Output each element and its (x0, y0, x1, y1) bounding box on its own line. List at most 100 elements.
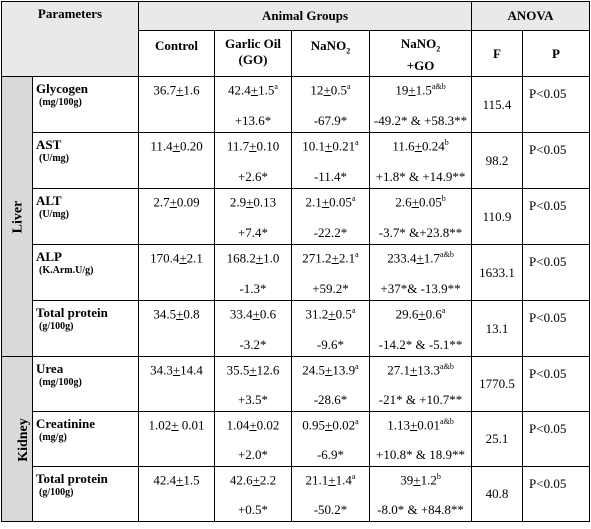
parameter-cell: AST (U/mg) (33, 133, 139, 189)
parameter-unit: (U/mg) (39, 153, 69, 164)
error-value: 1.2 (420, 472, 437, 488)
error-value: 2.2 (259, 472, 277, 488)
p-value: P<0.05 (523, 133, 591, 189)
percent-change: +2.6* (237, 169, 269, 184)
plus-minus: + (249, 417, 257, 433)
garlic-oil-cell: 42.4+1.5a +13.6* (215, 77, 292, 133)
parameter-cell: Total protein (g/100g) (33, 301, 139, 357)
significance-mark: a (347, 82, 351, 91)
mean-value: 1.04 (226, 417, 250, 433)
percent-change: -11.4* (313, 169, 348, 184)
parameter-unit: (g/100g) (39, 321, 74, 332)
error-value: 0.5 (330, 82, 348, 98)
parameter-cell: ALT (U/mg) (33, 189, 139, 245)
percent-change: -28.6* (313, 392, 348, 407)
plus-minus: + (328, 472, 336, 488)
plus-minus: + (416, 250, 424, 266)
parameter-name: AST (36, 137, 62, 152)
parameter-unit: (g/100g) (39, 487, 74, 498)
garlic-oil-cell: 1.04+0.02 +2.0* (215, 412, 292, 467)
mean-value: 12 (310, 82, 324, 98)
significance-mark: a (274, 82, 278, 91)
table-row: ALT (U/mg) 2.7+0.09 2.9+0.13 +7.4* 2.1+0.05a -… (1, 189, 591, 245)
f-value: 1770.5 (472, 357, 524, 412)
error-value: 0.6 (259, 306, 277, 322)
parameter-name: Creatinine (36, 416, 95, 431)
parameter-name: ALP (36, 249, 62, 264)
significance-mark: b (441, 194, 446, 203)
nano2-go-cell: 2.6+0.05b -3.7* &+23.8** (370, 189, 473, 245)
plus-minus: + (414, 138, 422, 154)
table-row: Kidney Urea (mg/100g) 34.3+14.4 35.5+12.6 +3.… (1, 357, 591, 522)
significance-mark: a (355, 138, 359, 147)
garlic-oil-cell: 35.5+12.6 +3.5* (215, 357, 292, 412)
mean-value: 168.2 (226, 250, 256, 266)
percent-change: -1.3* (239, 281, 267, 296)
error-value: 2.1 (186, 250, 203, 266)
error-value: 14.4 (180, 362, 203, 378)
percent-change: -6.9* (316, 447, 345, 462)
significance-mark: a (355, 417, 359, 426)
control-cell: 36.7+1.6 (139, 77, 215, 133)
garlic-oil-cell: 42.6+2.2 +0.5* (215, 467, 292, 522)
error-value: 0.21 (332, 138, 356, 154)
mean-value: 233.4 (387, 250, 417, 266)
control-cell: 42.4+1.5 (139, 467, 215, 522)
mean-value: 11.6 (392, 138, 415, 154)
p-value: P<0.05 (523, 357, 591, 412)
percent-change: -49.2* & +58.3** (373, 113, 468, 128)
error-value: 1.5 (415, 82, 432, 98)
table-row: Creatinine (mg/g) 1.02+ 0.01 1.04+0.02 +2.0*… (1, 412, 591, 467)
error-value: 0.24 (421, 138, 445, 154)
error-value: 13.9 (332, 362, 356, 378)
parameters-header: Parameters (1, 1, 139, 77)
error-value: 0.01 (417, 417, 441, 433)
percent-change: -9.6* (316, 337, 345, 352)
error-value: 0.13 (253, 194, 277, 210)
parameter-name: Total protein (36, 305, 108, 320)
f-value: 115.4 (472, 77, 524, 133)
nano2-go-cell: 233.4+1.7a&b +37*& -13.9** (370, 245, 473, 301)
significance-mark: b (444, 138, 449, 147)
garlic-oil-cell: 2.9+0.13 +7.4* (215, 189, 292, 245)
error-value: 1.7 (423, 250, 441, 266)
nano2-cell: 2.1+0.05a -22.2* (292, 189, 370, 245)
parameter-unit: (mg/100g) (39, 97, 82, 108)
nano2-cell: 0.95+0.02a -6.9* (292, 412, 370, 467)
error-value: 0.02 (256, 417, 280, 433)
mean-value: 24.5 (302, 362, 326, 378)
group-label: Liver (10, 200, 26, 234)
garlic-oil-header: Garlic Oil (GO) (215, 31, 292, 77)
error-value: 13.3 (417, 362, 441, 378)
plus-minus: + (409, 417, 418, 433)
error-value: 0.10 (256, 138, 280, 154)
control-cell: 1.02+ 0.01 (139, 412, 215, 467)
significance-mark: a&b (440, 362, 454, 371)
error-value: 0.02 (332, 417, 356, 433)
mean-value: 271.2 (302, 250, 332, 266)
nano2-go-cell: 11.6+0.24b +1.8* & +14.9** (370, 133, 473, 189)
error-value: 0.8 (183, 306, 200, 322)
percent-change: -3.2* (239, 337, 267, 352)
percent-change: +10.8* & 18.9** (376, 447, 465, 462)
parameter-name: Total protein (36, 471, 108, 486)
error-value: 12.6 (256, 362, 280, 378)
mean-value: 11.7 (226, 138, 250, 154)
mean-value: 19 (395, 82, 409, 98)
mean-value: 34.3 (150, 362, 173, 378)
plus-minus: + (176, 82, 184, 98)
nano2-cell: 31.2+0.5a -9.6* (292, 301, 370, 357)
percent-change: +37*& -13.9** (380, 281, 461, 296)
mean-value: 2.9 (229, 194, 247, 210)
mean-value: 2.1 (305, 194, 322, 210)
parameter-name: Urea (36, 361, 64, 376)
animal-groups-header: Animal Groups (139, 1, 473, 31)
group-liver: Liver (1, 77, 33, 357)
parameter-cell: Creatinine (mg/g) (33, 412, 139, 467)
percent-change: -21* & +10.7** (378, 392, 463, 407)
error-value: 1.5 (183, 472, 200, 488)
percent-change: +3.5* (237, 392, 269, 407)
mean-value: 33.4 (229, 306, 253, 322)
control-cell: 170.4+2.1 (139, 245, 215, 301)
